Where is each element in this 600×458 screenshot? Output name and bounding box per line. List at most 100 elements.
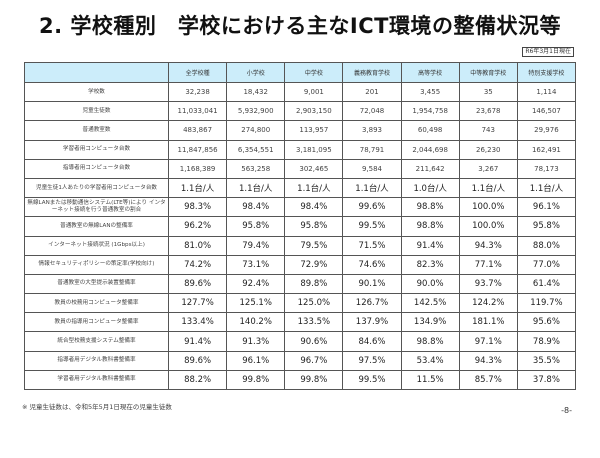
- table-cell: 1.1台/人: [284, 177, 344, 199]
- table-cell: 91.3%: [226, 331, 286, 352]
- as-of-date-badge: R6年3月1日現在: [522, 47, 574, 57]
- table-cell: 94.3%: [458, 350, 518, 371]
- table-cell: 78,173: [516, 158, 577, 179]
- table-cell: 113,957: [284, 120, 344, 141]
- table-cell: 146,507: [516, 101, 577, 122]
- table-cell: 743: [458, 120, 518, 141]
- table-cell: 181.1%: [458, 312, 518, 333]
- table-cell: 97.1%: [458, 331, 518, 352]
- table-cell: 88.2%: [167, 369, 228, 391]
- table-cell: 133.5%: [284, 312, 344, 333]
- table-cell: 96.1%: [226, 350, 286, 371]
- table-cell: 99.5%: [342, 216, 402, 237]
- table-cell: 140.2%: [226, 312, 286, 333]
- row-label: 学習者用コンピュータ台数: [24, 139, 169, 160]
- table-cell: 84.6%: [342, 331, 402, 352]
- table-cell: 98.8%: [400, 331, 460, 352]
- table-cell: 89.8%: [284, 273, 344, 295]
- table-row: 指導者用デジタル教科書整備率 89.6% 96.1% 96.7% 97.5% 53.4% 9…: [24, 350, 577, 371]
- table-cell: 119.7%: [516, 293, 577, 314]
- row-label: インターネット接続状況 (1Gbps以上): [24, 235, 169, 256]
- table-cell: 95.8%: [516, 216, 577, 237]
- table-cell: 125.1%: [226, 293, 286, 314]
- table-cell: 35: [458, 81, 518, 103]
- header-label-corner: [24, 62, 169, 83]
- table-cell: 79.4%: [226, 235, 286, 256]
- ict-status-table: 全学校種 小学校 中学校 義務教育学校 高等学校 中等教育学校 特別支援学校 学…: [24, 62, 577, 391]
- header-junior-high: 中学校: [284, 62, 344, 83]
- row-label: 児童生徒数: [24, 101, 169, 122]
- table-header-row: 全学校種 小学校 中学校 義務教育学校 高等学校 中等教育学校 特別支援学校: [24, 62, 577, 83]
- header-secondary-ed: 中等教育学校: [458, 62, 518, 83]
- table-row: 無線LANまたは移動通信システム(LTE等)により インターネット接続を行う普通…: [24, 197, 577, 218]
- table-cell: 100.0%: [458, 197, 518, 218]
- table-cell: 71.5%: [342, 235, 402, 256]
- table-cell: 3,181,095: [284, 139, 344, 160]
- table-cell: 98.4%: [226, 197, 286, 218]
- table-cell: 11,847,856: [167, 139, 228, 160]
- table-cell: 79.5%: [284, 235, 344, 256]
- table-cell: 133.4%: [167, 312, 228, 333]
- table-cell: 77.0%: [516, 254, 577, 275]
- header-all-schools: 全学校種: [167, 62, 228, 83]
- table-row: 児童生徒1人あたりの学習者用コンピュータ台数 1.1台/人 1.1台/人 1.1台/人…: [24, 177, 577, 199]
- table-cell: 97.5%: [342, 350, 402, 371]
- table-cell: 26,230: [458, 139, 518, 160]
- table-cell: 11,033,041: [167, 101, 228, 122]
- row-label: 普通教室の無線LANの整備率: [24, 216, 169, 237]
- table-cell: 3,455: [400, 81, 460, 103]
- table-cell: 2,044,698: [400, 139, 460, 160]
- row-label: 教員の指導用コンピュータ整備率: [24, 312, 169, 333]
- table-cell: 1.1台/人: [458, 177, 518, 199]
- table-cell: 9,584: [342, 158, 402, 179]
- table-cell: 1,954,758: [400, 101, 460, 122]
- table-cell: 35.5%: [516, 350, 577, 371]
- table-cell: 162,491: [516, 139, 577, 160]
- table-cell: 90.1%: [342, 273, 402, 295]
- row-label: 普通教室数: [24, 120, 169, 141]
- table-cell: 98.4%: [284, 197, 344, 218]
- table-cell: 98.8%: [400, 197, 460, 218]
- table-cell: 74.2%: [167, 254, 228, 275]
- table-cell: 96.1%: [516, 197, 577, 218]
- table-cell: 1.1台/人: [342, 177, 402, 199]
- table-cell: 73.1%: [226, 254, 286, 275]
- table-cell: 1,114: [516, 81, 577, 103]
- table-row: 教員の指導用コンピュータ整備率 133.4% 140.2% 133.5% 137.9% 1…: [24, 312, 577, 333]
- table-cell: 127.7%: [167, 293, 228, 314]
- table-cell: 124.2%: [458, 293, 518, 314]
- table-cell: 94.3%: [458, 235, 518, 256]
- table-cell: 99.8%: [226, 369, 286, 391]
- table-cell: 126.7%: [342, 293, 402, 314]
- table-cell: 201: [342, 81, 402, 103]
- table-cell: 89.6%: [167, 273, 228, 295]
- table-cell: 82.3%: [400, 254, 460, 275]
- table-row: 児童生徒数 11,033,041 5,932,900 2,903,150 72,048 1…: [24, 101, 577, 122]
- table-cell: 81.0%: [167, 235, 228, 256]
- table-row: 普通教室数 483,867 274,800 113,957 3,893 60,498 743…: [24, 120, 577, 141]
- table-cell: 96.2%: [167, 216, 228, 237]
- table-cell: 302,465: [284, 158, 344, 179]
- table-cell: 5,932,900: [226, 101, 286, 122]
- row-label: 児童生徒1人あたりの学習者用コンピュータ台数: [24, 177, 169, 199]
- table-cell: 137.9%: [342, 312, 402, 333]
- table-cell: 3,893: [342, 120, 402, 141]
- table-row: 学校数 32,238 18,432 9,001 201 3,455 35 1,114: [24, 81, 577, 103]
- table-cell: 11.5%: [400, 369, 460, 391]
- table-cell: 91.4%: [167, 331, 228, 352]
- row-label: 学校数: [24, 81, 169, 103]
- row-label: 情報セキュリティポリシーの策定率(学校向け): [24, 254, 169, 275]
- row-label: 教員の校務用コンピュータ整備率: [24, 293, 169, 314]
- row-label: 学習者用デジタル教科書整備率: [24, 369, 169, 391]
- table-cell: 563,258: [226, 158, 286, 179]
- table-cell: 37.8%: [516, 369, 577, 391]
- table-cell: 77.1%: [458, 254, 518, 275]
- header-special-needs: 特別支援学校: [516, 62, 577, 83]
- table-cell: 1.1台/人: [167, 177, 228, 199]
- table-cell: 74.6%: [342, 254, 402, 275]
- table-cell: 60,498: [400, 120, 460, 141]
- table-cell: 72.9%: [284, 254, 344, 275]
- table-cell: 3,267: [458, 158, 518, 179]
- table-cell: 18,432: [226, 81, 286, 103]
- table-cell: 95.8%: [226, 216, 286, 237]
